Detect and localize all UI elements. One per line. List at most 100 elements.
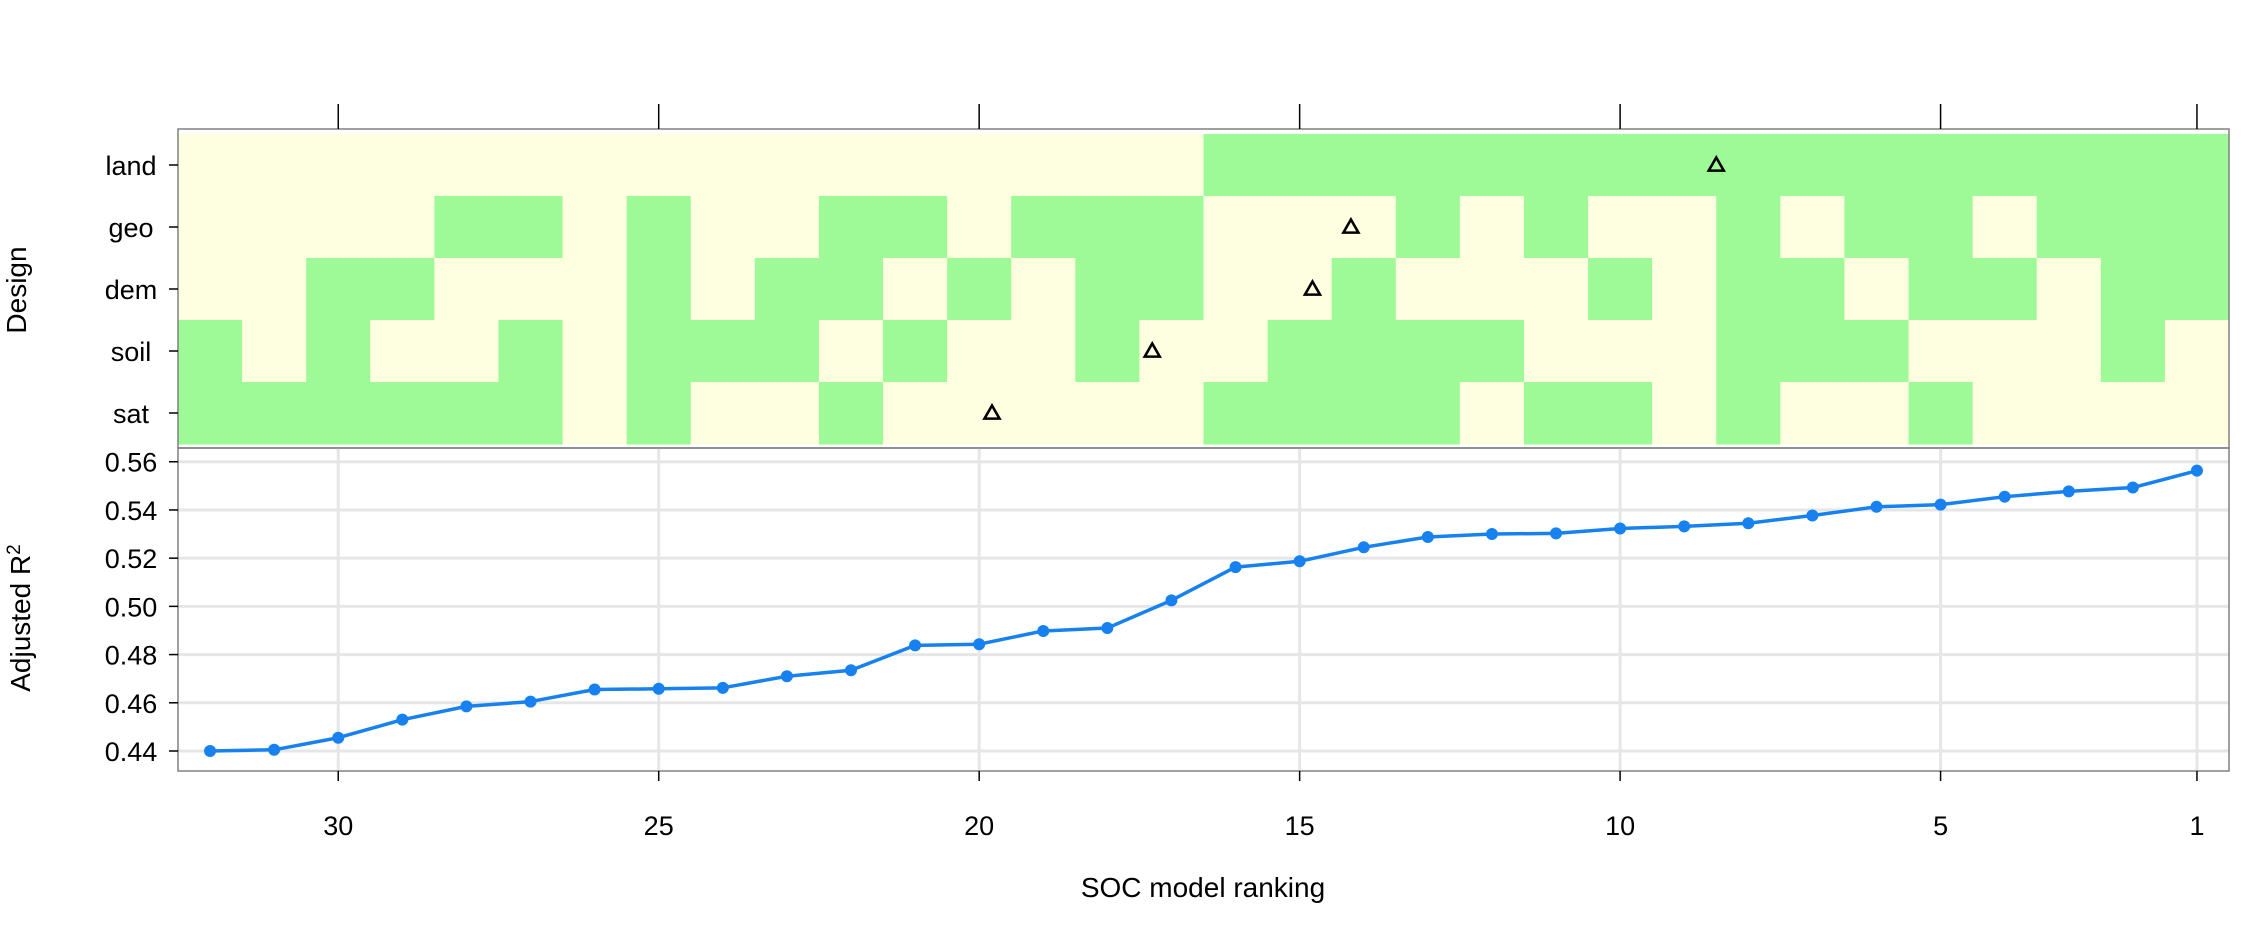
- r2-point-12: [1485, 528, 1498, 541]
- design-cell-dem-6: [1844, 258, 1910, 321]
- r2-point-21: [909, 639, 922, 652]
- design-cell-dem-23: [754, 258, 820, 321]
- design-cell-dem-18: [1075, 258, 1140, 321]
- design-cell-sat-14: [1331, 382, 1397, 445]
- design-row-labels: land geo dem soil sat: [105, 151, 178, 429]
- design-cell-land-20: [947, 134, 1012, 197]
- y-tick-label-0.56: 0.56: [105, 448, 158, 478]
- design-cell-geo-31: [242, 196, 307, 259]
- design-cell-sat-17: [1139, 382, 1205, 445]
- design-cell-sat-24: [690, 382, 756, 445]
- design-cell-geo-13: [1395, 196, 1461, 259]
- design-cell-sat-18: [1075, 382, 1140, 445]
- design-cell-soil-3: [2036, 320, 2102, 383]
- design-cell-sat-4: [1972, 382, 2038, 445]
- design-cell-dem-9: [1652, 258, 1717, 321]
- design-cell-geo-27: [498, 196, 564, 259]
- x-axis-ticks: 30 25 20 15 10 5 1: [323, 771, 2204, 841]
- design-cell-land-29: [370, 134, 435, 197]
- design-cell-soil-24: [690, 320, 756, 383]
- design-cell-dem-1: [2164, 258, 2230, 321]
- design-cell-land-15: [1267, 134, 1333, 197]
- design-cell-land-21: [883, 134, 948, 197]
- design-cell-soil-11: [1523, 320, 1589, 383]
- design-cell-land-16: [1203, 134, 1269, 197]
- r2-point-4: [1998, 490, 2011, 503]
- design-cell-sat-30: [306, 382, 371, 445]
- design-cell-soil-32: [178, 320, 243, 383]
- design-cell-sat-7: [1780, 382, 1846, 445]
- design-cell-dem-14: [1331, 258, 1397, 321]
- r2-point-28: [460, 700, 473, 713]
- design-cell-soil-30: [306, 320, 371, 383]
- design-cell-dem-30: [306, 258, 371, 321]
- r2-point-30: [332, 731, 345, 744]
- design-cell-sat-9: [1652, 382, 1717, 445]
- r2-point-22: [844, 664, 857, 677]
- design-cell-dem-24: [690, 258, 756, 321]
- design-cell-soil-25: [626, 320, 692, 383]
- design-cell-geo-17: [1139, 196, 1205, 259]
- design-cell-geo-30: [306, 196, 371, 259]
- design-cell-soil-18: [1075, 320, 1140, 383]
- design-cell-soil-14: [1331, 320, 1397, 383]
- design-cell-geo-32: [178, 196, 243, 259]
- design-cell-dem-10: [1588, 258, 1653, 321]
- design-cell-geo-4: [1972, 196, 2038, 259]
- r2-series-line: [210, 468, 2198, 753]
- r2-point-13: [1421, 530, 1434, 543]
- design-cell-sat-1: [2164, 382, 2230, 445]
- design-cell-dem-28: [434, 258, 500, 321]
- design-cell-geo-1: [2164, 196, 2230, 259]
- design-cell-soil-1: [2164, 320, 2230, 383]
- design-cell-land-24: [690, 134, 756, 197]
- design-cell-soil-6: [1844, 320, 1910, 383]
- design-cell-geo-26: [562, 196, 628, 259]
- design-cell-dem-21: [883, 258, 948, 321]
- design-cell-sat-12: [1459, 382, 1525, 445]
- design-cell-geo-29: [370, 196, 435, 259]
- r2-y-axis-ticks: 0.44 0.46 0.48 0.50 0.52 0.54 0.56: [105, 448, 178, 767]
- design-cell-dem-29: [370, 258, 435, 321]
- r2-point-25: [652, 682, 665, 695]
- design-cell-dem-5: [1908, 258, 1974, 321]
- r2-point-27: [524, 695, 537, 708]
- x-tick-label-25: 25: [644, 811, 674, 841]
- design-cell-dem-32: [178, 258, 243, 321]
- design-cell-geo-3: [2036, 196, 2102, 259]
- design-cell-dem-7: [1780, 258, 1846, 321]
- r2-point-11: [1550, 527, 1563, 540]
- r2-point-16: [1229, 561, 1242, 574]
- design-cell-soil-19: [1011, 320, 1076, 383]
- design-cell-dem-19: [1011, 258, 1076, 321]
- design-cell-soil-13: [1395, 320, 1461, 383]
- r2-point-7: [1806, 509, 1819, 522]
- design-cell-sat-10: [1588, 382, 1653, 445]
- design-cell-soil-5: [1908, 320, 1974, 383]
- design-cell-soil-28: [434, 320, 500, 383]
- design-cell-geo-8: [1716, 196, 1781, 259]
- r2-point-18: [1101, 622, 1114, 635]
- design-cell-soil-8: [1716, 320, 1781, 383]
- x-axis-title: SOC model ranking: [1081, 872, 1325, 903]
- design-cell-dem-26: [562, 258, 628, 321]
- design-cell-soil-4: [1972, 320, 2038, 383]
- design-cell-land-13: [1395, 134, 1461, 197]
- r2-panel-frame: [177, 447, 2230, 772]
- r2-y-axis-title-superscript: 2: [4, 544, 25, 555]
- r2-point-26: [588, 683, 601, 696]
- design-cell-sat-25: [626, 382, 692, 445]
- r2-point-24: [716, 681, 729, 694]
- design-cell-land-30: [306, 134, 371, 197]
- design-cell-dem-12: [1459, 258, 1525, 321]
- y-tick-label-0.44: 0.44: [105, 737, 158, 767]
- r2-point-3: [2062, 485, 2075, 498]
- design-cell-geo-16: [1203, 196, 1269, 259]
- design-cell-land-26: [562, 134, 628, 197]
- design-cell-geo-22: [818, 196, 884, 259]
- r2-point-2: [2126, 481, 2139, 494]
- design-cell-geo-11: [1523, 196, 1589, 259]
- design-cell-soil-15: [1267, 320, 1333, 383]
- design-cell-land-25: [626, 134, 692, 197]
